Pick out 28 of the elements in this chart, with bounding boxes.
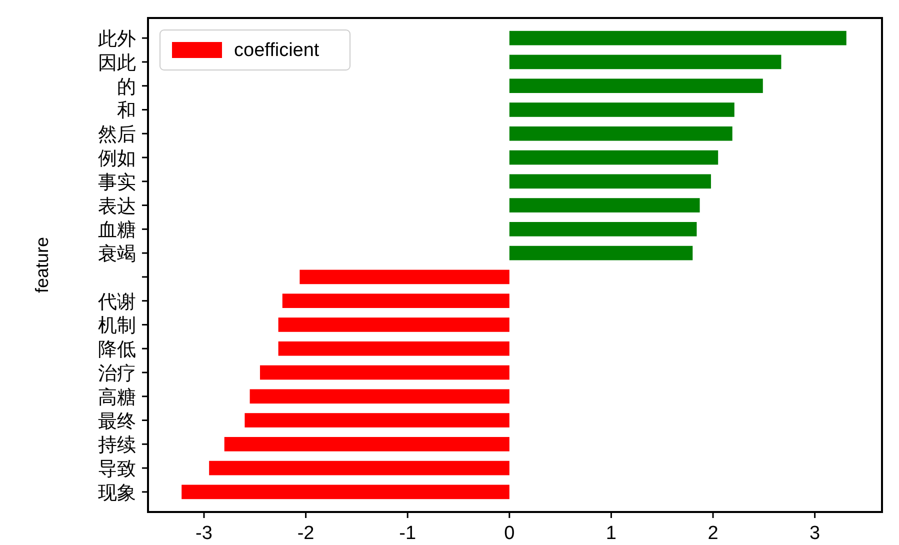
x-tick-label: 2 (708, 523, 718, 544)
y-tick-label: 和 (117, 100, 136, 122)
x-tick-label: -1 (399, 523, 416, 544)
x-tick-label: 1 (606, 523, 616, 544)
y-tick-label: 机制 (98, 314, 136, 337)
y-tick-label: 降低 (98, 338, 136, 361)
y-tick-label: 衰竭 (98, 243, 136, 266)
y-tick-label: 现象 (98, 482, 136, 504)
x-tick-label: -3 (196, 523, 212, 544)
y-tick-label: 表达 (98, 195, 136, 218)
x-tick-label: 0 (504, 523, 515, 544)
y-tick-label: 持续 (98, 434, 136, 456)
y-tick-label: 导致 (98, 458, 136, 480)
y-tick-label: 此外 (98, 28, 136, 50)
y-tick-label: 因此 (98, 52, 136, 74)
y-tick-label: 高糖 (98, 386, 136, 408)
y-tick-label: 事实 (98, 171, 136, 194)
y-tick-label: 代谢 (97, 290, 136, 313)
legend-label: coefficient (234, 40, 320, 61)
x-tick-label: 3 (810, 523, 820, 544)
y-tick-label: 最终 (98, 410, 136, 432)
y-tick-label: 血糖 (98, 219, 136, 242)
y-tick-label: 然后 (98, 124, 136, 146)
y-axis-title: feature (32, 236, 52, 294)
y-tick-label: 例如 (98, 148, 136, 170)
x-tick-label: -2 (297, 523, 314, 544)
y-tick-label: 的 (117, 76, 136, 98)
y-tick-label: 治疗 (98, 362, 136, 384)
